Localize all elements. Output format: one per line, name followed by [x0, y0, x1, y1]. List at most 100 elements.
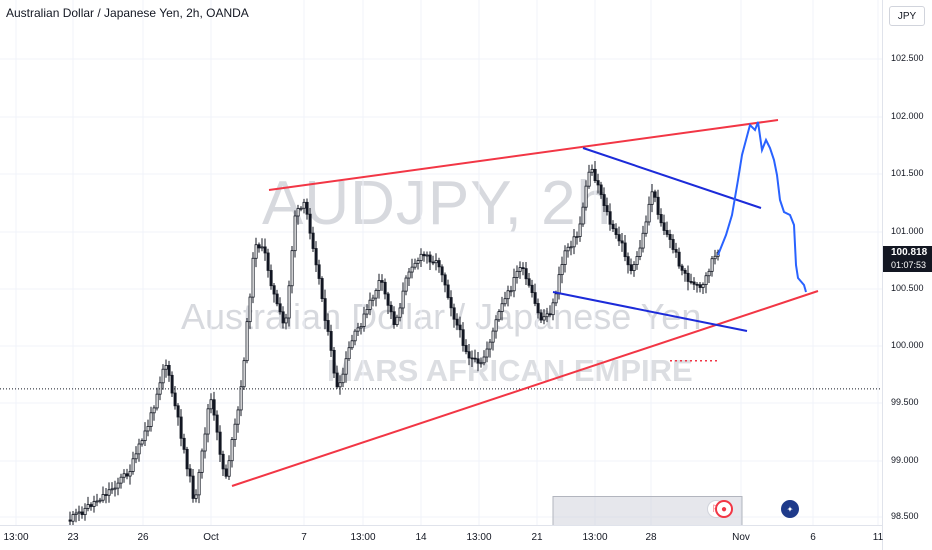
candle-body	[149, 412, 153, 427]
candle-body	[248, 296, 252, 323]
candle-body	[383, 281, 387, 295]
candle-body	[665, 230, 669, 235]
candle-body	[569, 246, 573, 249]
candle-body	[431, 261, 435, 264]
time-tick-label: 26	[137, 532, 149, 543]
candle-body	[500, 303, 504, 312]
candle-body	[347, 347, 351, 360]
candle-body	[146, 426, 150, 432]
candle-body	[440, 266, 444, 276]
candle-body	[524, 268, 528, 280]
candle-body	[539, 312, 543, 321]
candle-body	[356, 327, 360, 332]
price-chart-svg[interactable]	[0, 0, 882, 525]
candle-body	[563, 250, 567, 265]
high-impact-event-icon[interactable]: ●	[715, 500, 733, 518]
candle-body	[98, 499, 102, 502]
candle-body	[530, 284, 534, 293]
australia-flag-event-icon[interactable]: ✦	[781, 500, 799, 518]
candle-body	[206, 408, 210, 435]
time-tick-label: 13:00	[582, 532, 608, 543]
candle-body	[656, 196, 660, 215]
candle-body	[308, 213, 312, 234]
candle-body	[701, 284, 705, 288]
candle-body	[650, 191, 654, 205]
candle-body	[359, 326, 363, 329]
candle-body	[263, 246, 267, 254]
candle-body	[467, 351, 471, 359]
candle-body	[227, 460, 231, 477]
candle-body	[554, 293, 558, 304]
candle-body	[590, 168, 594, 173]
candle-body	[593, 168, 597, 182]
candle-body	[527, 278, 531, 286]
price-tick-label: 98.500	[891, 511, 919, 521]
candle-body	[326, 320, 330, 332]
price-tick-label: 101.500	[891, 168, 924, 178]
candle-body	[485, 348, 489, 358]
candle-body	[587, 171, 591, 187]
candle-body	[68, 519, 72, 522]
candle-body	[266, 252, 270, 271]
candle-body	[203, 433, 207, 452]
candle-body	[599, 184, 603, 195]
candle-body	[119, 476, 123, 484]
candle-body	[197, 471, 201, 496]
candle-body	[215, 414, 219, 433]
candle-body	[110, 488, 114, 491]
time-tick-label: Oct	[203, 532, 219, 543]
symbol-title[interactable]: Australian Dollar / Japanese Yen, 2h, OA…	[6, 6, 249, 20]
chart-plot-area[interactable]: AUDJPY, 2h Australian Dollar / Japanese …	[0, 0, 882, 525]
candle-body	[152, 407, 156, 414]
candle-body	[671, 239, 675, 250]
candle-body	[509, 290, 513, 293]
candle-body	[365, 309, 369, 315]
candle-body	[626, 256, 630, 266]
candle-body	[617, 234, 621, 242]
candle-body	[332, 349, 336, 374]
time-tick-label: 13:00	[466, 532, 492, 543]
candle-body	[551, 302, 555, 316]
candle-body	[281, 311, 285, 324]
currency-button[interactable]: JPY	[889, 6, 925, 26]
candle-body	[404, 277, 408, 292]
candle-body	[155, 393, 159, 409]
trendline-red	[268, 119, 779, 191]
candle-body	[269, 270, 273, 287]
candle-body	[380, 280, 384, 283]
candle-body	[677, 251, 681, 267]
price-axis[interactable]: JPY 102.500 102.000 101.500 101.000 100.500 1…	[882, 0, 932, 550]
time-axis[interactable]: 13:00 23 26 Oct 7 13:00 14 13:00 21 13:00 28 Nov 6 11	[0, 525, 883, 550]
candle-body	[191, 475, 195, 499]
candle-body	[473, 357, 477, 360]
candle-body	[233, 423, 237, 440]
candle-body	[290, 250, 294, 287]
candle-body	[686, 272, 690, 282]
candle-body	[83, 507, 87, 516]
candle-body	[422, 253, 426, 257]
candle-body	[392, 311, 396, 326]
trendline-red	[231, 290, 819, 487]
candle-body	[185, 448, 189, 470]
candle-body	[131, 458, 135, 472]
candle-body	[638, 247, 642, 257]
candle-body	[323, 298, 327, 321]
candle-body	[200, 450, 204, 473]
candle-body	[344, 358, 348, 375]
candle-body	[293, 215, 297, 252]
candle-body	[416, 260, 420, 264]
candle-body	[296, 208, 300, 217]
candle-body	[668, 234, 672, 240]
candle-body	[644, 221, 648, 234]
candle-body	[503, 298, 507, 305]
time-tick-label: 21	[531, 532, 543, 543]
candle-body	[245, 321, 249, 362]
candle-body	[350, 340, 354, 349]
candle-body	[179, 416, 183, 439]
candle-body	[188, 468, 192, 477]
candle-body	[251, 257, 255, 298]
candle-body	[647, 203, 651, 223]
candle-body	[710, 258, 714, 272]
candle-body	[80, 511, 84, 516]
